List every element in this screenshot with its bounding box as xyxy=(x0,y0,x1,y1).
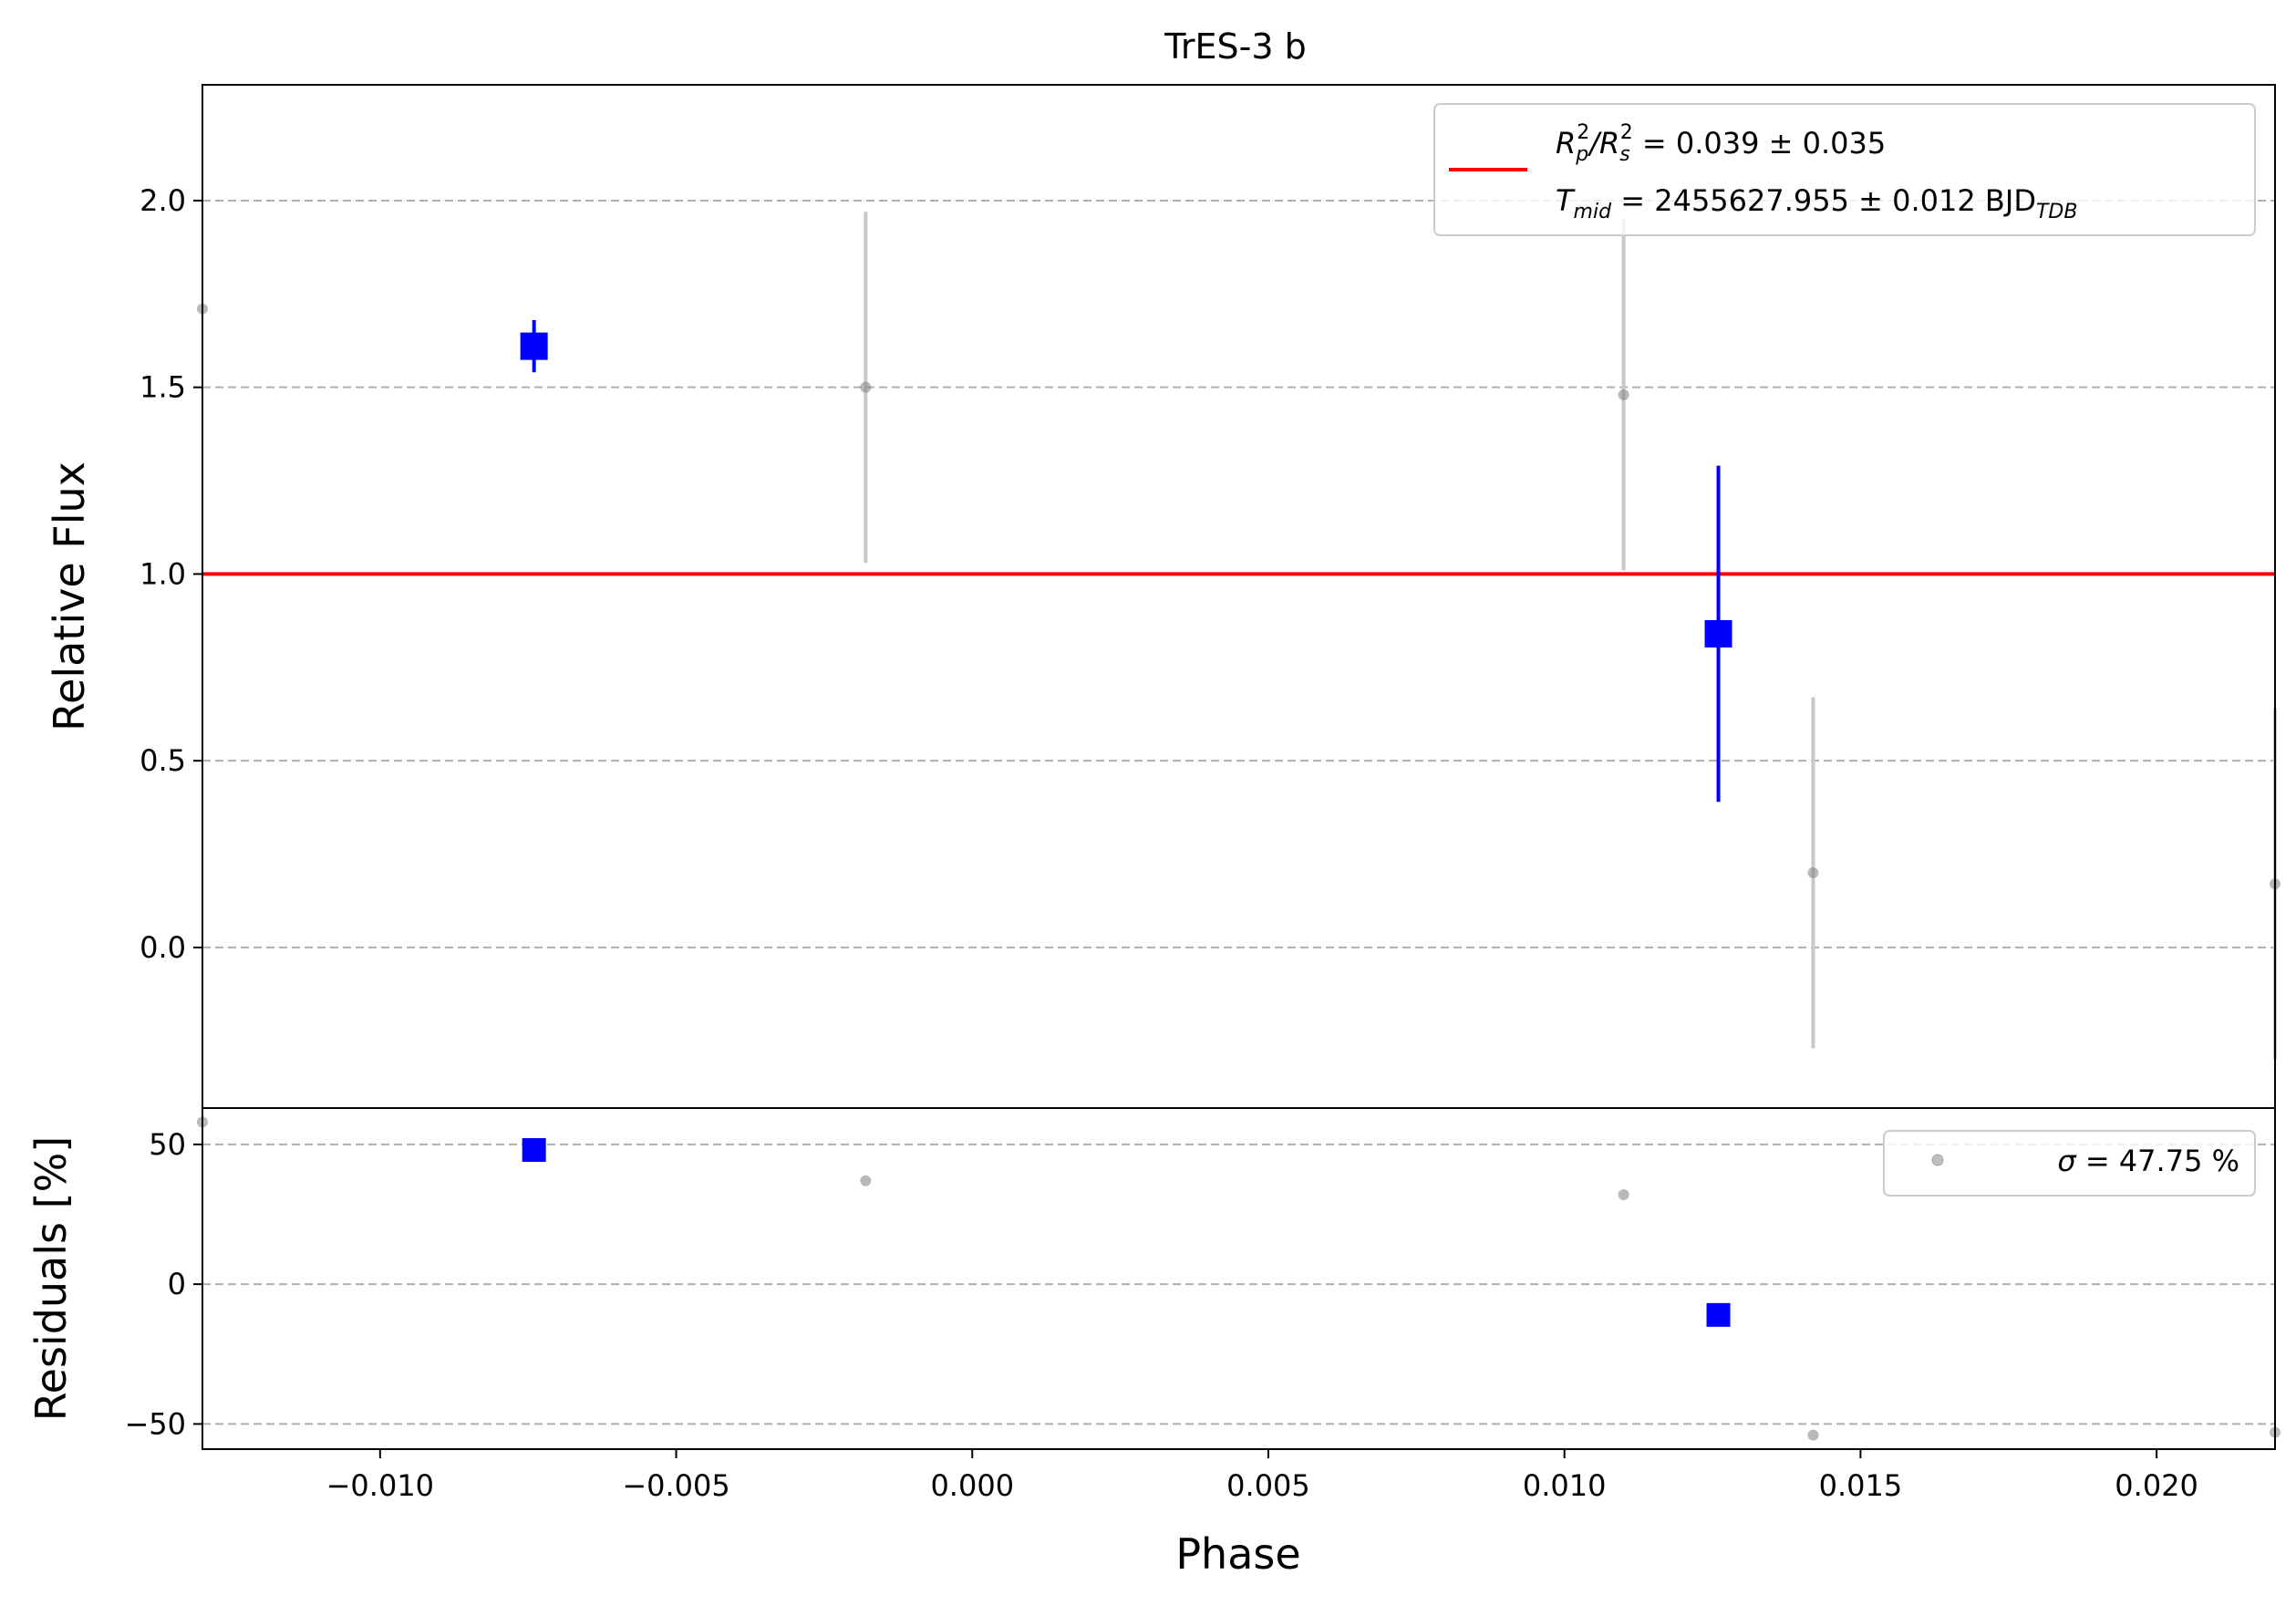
binned-point xyxy=(1706,1302,1731,1327)
y-tick-label: 2.0 xyxy=(140,183,186,218)
x-tick-label: −0.010 xyxy=(326,1468,434,1503)
raw-point xyxy=(1618,389,1629,400)
residuals-legend-box xyxy=(1883,1130,2256,1197)
residuals-data xyxy=(197,1116,2280,1441)
flux-axes-frame xyxy=(202,84,2276,1109)
residuals-panel: −50 0 50 −0.010 −0.005 0.000 0.005 0.010 0.015 0… xyxy=(26,1107,2280,1579)
residuals-y-axis-label: Residuals [%] xyxy=(26,1136,76,1421)
binned-point xyxy=(1704,619,1732,648)
x-tick-label: −0.005 xyxy=(622,1468,729,1503)
x-tick-label: 0.020 xyxy=(2115,1468,2198,1503)
flux-legend: Rp2/Rs2 = 0.039 ± 0.035 Tmid = 2455627.9… xyxy=(1433,103,2256,236)
x-tick-label: 0.005 xyxy=(1226,1468,1310,1503)
raw-point xyxy=(1807,867,1819,879)
x-tick-label: 0.010 xyxy=(1523,1468,1607,1503)
x-tick-label: 0.000 xyxy=(930,1468,1014,1503)
raw-point xyxy=(860,1175,872,1186)
residuals-axes-frame xyxy=(202,1107,2276,1450)
legend-sigma: σ = 47.75 % xyxy=(2057,1144,2239,1178)
legend-raw-point-swatch xyxy=(1931,1154,1944,1166)
legend-fit-midtime: Tmid = 2455627.955 ± 0.012 BJDTDB xyxy=(1556,183,2077,223)
flux-panel: 0.0 0.5 1.0 1.5 2.0 Relative Flux Rp2/Rs2 = … xyxy=(45,84,2280,1109)
y-tick-label: 1.5 xyxy=(140,370,186,405)
binned-point xyxy=(520,332,548,360)
residuals-legend: σ = 47.75 % xyxy=(1883,1130,2256,1197)
legend-fit-depth: Rp2/Rs2 = 0.039 ± 0.035 xyxy=(1556,121,1886,166)
y-tick-label: 50 xyxy=(149,1127,186,1162)
x-tick-label: 0.015 xyxy=(1819,1468,1903,1503)
phase-x-axis-label: Phase xyxy=(1175,1529,1300,1579)
y-tick-label: −50 xyxy=(124,1406,186,1441)
raw-point xyxy=(1618,1189,1629,1201)
y-tick-label: 0.5 xyxy=(140,743,186,778)
flux-y-ticks: 0.0 0.5 1.0 1.5 2.0 xyxy=(140,183,202,965)
raw-point xyxy=(1807,1429,1819,1441)
y-tick-label: 1.0 xyxy=(140,556,186,591)
y-tick-label: 0 xyxy=(168,1267,186,1301)
flux-data xyxy=(197,212,2280,1060)
flux-y-axis-label: Relative Flux xyxy=(45,461,94,731)
phase-x-ticks: −0.010 −0.005 0.000 0.005 0.010 0.015 0.020 xyxy=(326,1449,2198,1503)
binned-point xyxy=(522,1137,546,1162)
flux-legend-box xyxy=(1433,103,2256,236)
y-tick-label: 0.0 xyxy=(140,930,186,965)
raw-point xyxy=(860,381,872,393)
residuals-y-ticks: −50 0 50 xyxy=(124,1127,202,1441)
chart-title: TrES-3 b xyxy=(1164,26,1306,67)
